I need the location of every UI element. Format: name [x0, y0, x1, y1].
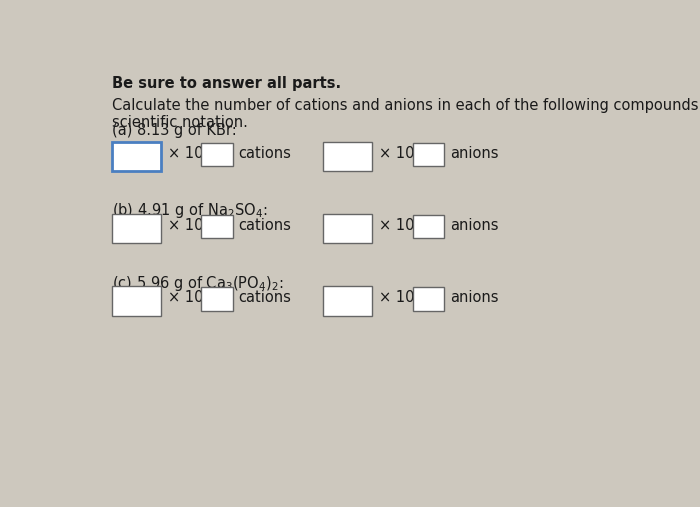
Text: anions: anions: [450, 218, 498, 233]
Text: (a) 8.13 g of KBr:: (a) 8.13 g of KBr:: [112, 123, 237, 138]
FancyBboxPatch shape: [323, 214, 372, 243]
FancyBboxPatch shape: [413, 287, 444, 311]
Text: cations: cations: [238, 146, 291, 161]
Text: cations: cations: [238, 218, 291, 233]
Text: (c) 5.96 g of Ca$_3$(PO$_4$)$_2$:: (c) 5.96 g of Ca$_3$(PO$_4$)$_2$:: [112, 274, 284, 293]
Text: × 10: × 10: [379, 291, 415, 305]
FancyBboxPatch shape: [112, 214, 161, 243]
FancyBboxPatch shape: [413, 143, 444, 166]
Text: cations: cations: [238, 291, 291, 305]
Text: × 10: × 10: [168, 218, 203, 233]
Text: (b) 4.91 g of Na$_2$SO$_4$:: (b) 4.91 g of Na$_2$SO$_4$:: [112, 201, 267, 221]
Text: × 10: × 10: [168, 146, 203, 161]
FancyBboxPatch shape: [112, 286, 161, 315]
Text: scientific notation.: scientific notation.: [112, 116, 248, 130]
Text: anions: anions: [450, 291, 498, 305]
Text: Calculate the number of cations and anions in each of the following compounds. E: Calculate the number of cations and anio…: [112, 98, 700, 113]
Text: anions: anions: [450, 146, 498, 161]
FancyBboxPatch shape: [202, 287, 233, 311]
FancyBboxPatch shape: [202, 215, 233, 238]
Text: × 10: × 10: [379, 218, 415, 233]
Text: Be sure to answer all parts.: Be sure to answer all parts.: [112, 77, 341, 91]
FancyBboxPatch shape: [323, 286, 372, 315]
FancyBboxPatch shape: [112, 142, 161, 171]
Text: × 10: × 10: [168, 291, 203, 305]
FancyBboxPatch shape: [323, 142, 372, 171]
FancyBboxPatch shape: [202, 143, 233, 166]
FancyBboxPatch shape: [413, 215, 444, 238]
Text: × 10: × 10: [379, 146, 415, 161]
